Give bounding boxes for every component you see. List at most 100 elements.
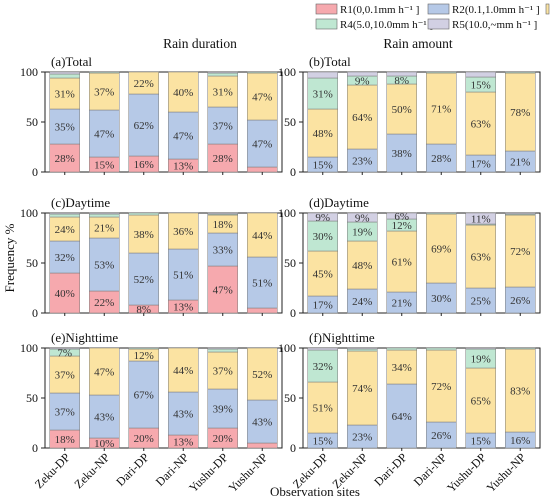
data-label: 7% [57, 348, 72, 360]
data-label: 64% [392, 411, 412, 423]
y-tick-label: 100 [20, 206, 38, 220]
panel-frame [302, 347, 541, 449]
bar-segment-r4 [505, 347, 536, 350]
data-label: 65% [471, 396, 491, 408]
panel-frame [44, 71, 283, 173]
bar-segment-r3 [49, 77, 80, 110]
data-label: 39% [213, 404, 233, 416]
data-label: 63% [471, 252, 491, 264]
bar-segment-r3 [247, 72, 278, 121]
bar-segment-r4 [49, 73, 80, 79]
data-label: 43% [173, 409, 193, 421]
y-tick-label: 0 [290, 306, 296, 320]
panel-2: (b)Total 0 50 100 15% 48% 31% 23% 64% 9% 38% 50% 8% 2… [278, 54, 541, 179]
data-label: 67% [134, 390, 154, 402]
data-label: 20% [134, 433, 154, 445]
bar-segment-r5 [347, 347, 378, 350]
x-category-label: Yushu-NP [226, 450, 271, 495]
data-label: 47% [252, 139, 272, 151]
data-label: 44% [252, 230, 272, 242]
bar-segment-r3 [347, 84, 378, 150]
data-label: 72% [510, 246, 530, 258]
data-label: 31% [55, 89, 75, 101]
legend-label-r2: R2(0.1,1.0mm h⁻¹ ] [452, 4, 540, 16]
data-label: 11% [471, 214, 491, 226]
data-label: 18% [213, 219, 233, 231]
bar-segment-r2 [247, 256, 278, 309]
bar-segment-r4 [505, 71, 536, 74]
legend: R1(0,0.1mm h⁻¹ ] R2(0.1,1.0mm h⁻¹ ] R4(5… [315, 3, 550, 31]
data-label: 6% [394, 211, 409, 223]
data-label: 69% [431, 244, 451, 256]
data-label: 22% [134, 78, 154, 90]
bar-segment-r3 [505, 348, 536, 433]
data-label: 44% [173, 365, 193, 377]
bar-segment-r4 [307, 77, 338, 110]
header-rain-duration: Rain duration [163, 36, 237, 51]
data-label: 51% [173, 270, 193, 282]
bar-segment-r3 [347, 350, 378, 426]
bar-segment-r5 [347, 71, 378, 77]
bar-segment-r2 [465, 287, 496, 314]
data-label: 23% [352, 156, 372, 168]
bar-segment-r5 [207, 71, 238, 74]
data-label: 10% [94, 438, 114, 450]
y-tick-label: 0 [290, 441, 296, 455]
bar-segment-r4 [89, 71, 120, 74]
bar-segment-r2 [386, 383, 417, 449]
bar-segment-r3 [207, 75, 238, 108]
data-label: 47% [94, 129, 114, 141]
bar-segment-r2 [207, 232, 238, 267]
bar-segment-r3 [49, 355, 80, 394]
bar-segment-r3 [49, 216, 80, 242]
bar-segment-r4 [426, 347, 457, 351]
bar-segment-r2 [168, 248, 199, 301]
y-tick-label: 0 [290, 165, 296, 179]
bar-segment-r5 [307, 212, 338, 222]
data-label: 16% [134, 159, 154, 171]
data-label: 51% [252, 278, 272, 290]
bar-segment-r2 [128, 252, 159, 306]
x-category-label: Yushu-DP [444, 450, 489, 495]
bar-segment-r1 [49, 272, 80, 314]
bar-segment-r3 [247, 347, 278, 401]
bar-segment-r4 [89, 213, 120, 218]
bar-segment-r2 [89, 237, 120, 292]
data-label: 15% [471, 80, 491, 92]
data-label: 64% [352, 112, 372, 124]
x-axis-label: Observation sites [270, 484, 360, 499]
bar-segment-r1 [49, 143, 80, 173]
y-tick-label: 50 [26, 256, 38, 270]
bar-segment-r2 [207, 106, 238, 145]
data-label: 15% [313, 436, 333, 448]
data-label: 8% [394, 75, 409, 87]
data-label: 37% [213, 121, 233, 133]
panel-6: (f)Nighttime05010015%51%32%Zeku-DP23%74%… [278, 330, 541, 495]
bar-segment-r5 [347, 212, 378, 223]
bar-segment-r3 [426, 213, 457, 284]
bar-segment-r5 [49, 212, 80, 215]
bar-segment-r2 [505, 286, 536, 314]
data-label: 32% [313, 361, 333, 373]
bar-segment-r5 [207, 347, 238, 350]
data-label: 36% [173, 226, 193, 238]
bar-segment-r2 [347, 288, 378, 314]
legend-swatch-r3 [545, 3, 550, 15]
x-category-label: Yushu-NP [484, 450, 529, 495]
data-label: 20% [213, 433, 233, 445]
bar-segment-r3 [465, 224, 496, 289]
data-label: 8% [136, 304, 151, 316]
bar-segment-r4 [426, 71, 457, 74]
bar-segment-r4 [426, 212, 457, 215]
bar-segment-r5 [465, 212, 496, 225]
bar-segment-r3 [465, 367, 496, 434]
data-label: 50% [392, 104, 412, 116]
bar-segment-r3 [128, 71, 159, 95]
data-label: 13% [173, 302, 193, 314]
bar-segment-r1 [247, 442, 278, 449]
data-label: 9% [355, 76, 370, 88]
bar-segment-r5 [465, 347, 496, 350]
data-label: 13% [173, 161, 193, 173]
bar-segment-r3 [168, 347, 199, 393]
data-label: 33% [213, 245, 233, 257]
